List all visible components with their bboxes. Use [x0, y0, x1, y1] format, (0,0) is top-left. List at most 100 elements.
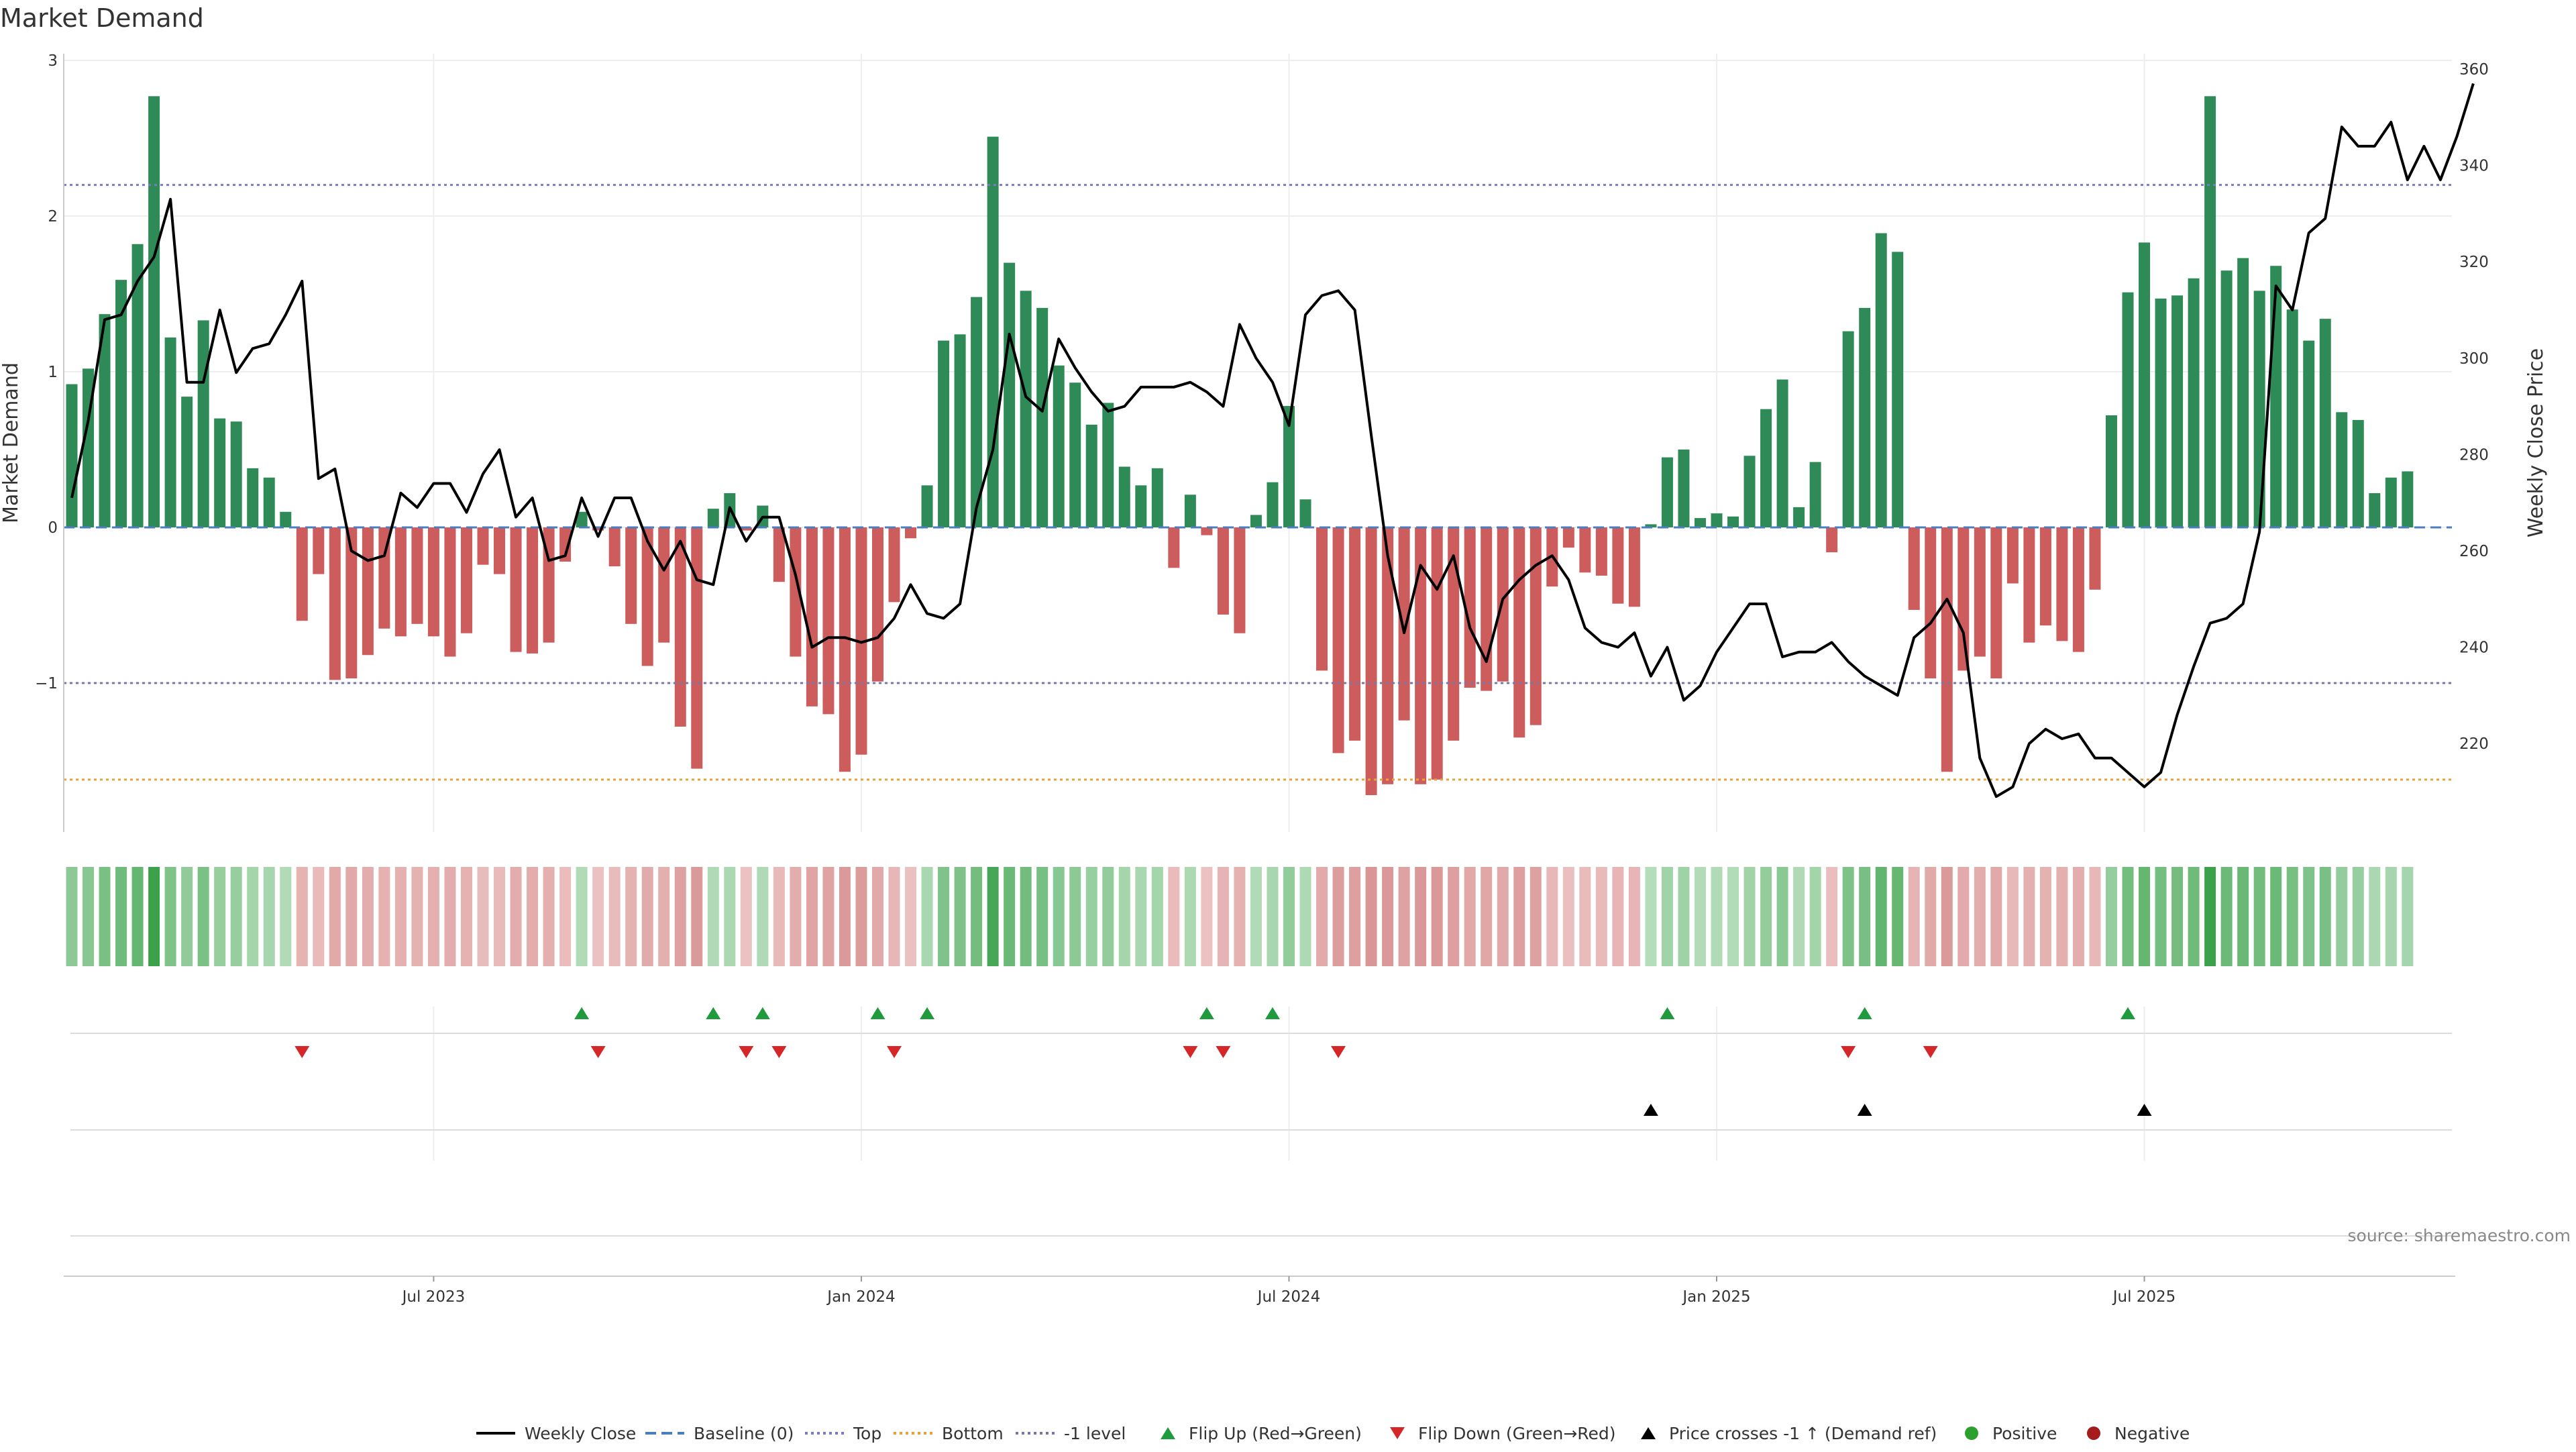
demand-bar [641, 527, 653, 666]
demand-bar [1793, 507, 1805, 527]
band-cell [527, 867, 539, 966]
band-cell [1826, 867, 1838, 966]
demand-bar [1431, 527, 1443, 780]
demand-bar [494, 527, 506, 574]
band-cell [1085, 867, 1097, 966]
band-cell [724, 867, 736, 966]
legend-label: Weekly Close [525, 1424, 636, 1443]
demand-bar [1826, 527, 1838, 553]
band-cell [2253, 867, 2265, 966]
left-tick-label: 2 [48, 208, 58, 225]
band-cell [1743, 867, 1756, 966]
band-cell [2270, 867, 2282, 966]
demand-bar [1481, 527, 1493, 691]
band-cell [938, 867, 950, 966]
x-axis: Jul 2023 Jan 2024 Jul 2024 Jan 2025 Jul 2025 [64, 1235, 2455, 1306]
band-cell [427, 867, 439, 966]
band-cell [394, 867, 407, 966]
legend-swatch-triangle-down [1390, 1427, 1405, 1439]
demand-bars [66, 96, 2414, 796]
band-cell [1102, 867, 1114, 966]
demand-bar [378, 527, 390, 629]
band-cell [1481, 867, 1493, 966]
demand-bar [181, 397, 193, 527]
band-cell [2385, 867, 2397, 966]
legend-swatch-dot [2087, 1427, 2100, 1440]
demand-bar [2385, 477, 2397, 527]
intensity-band [66, 867, 2414, 966]
demand-bar [1859, 307, 1871, 527]
demand-bar [131, 244, 144, 527]
band-cell [2204, 867, 2216, 966]
band-cell [592, 867, 604, 966]
band-cell [2188, 867, 2200, 966]
flip-up-marker [1199, 1007, 1214, 1019]
flip-down-marker [294, 1046, 310, 1058]
demand-bar [1448, 527, 1460, 741]
demand-bar [164, 337, 176, 527]
band-cell [313, 867, 325, 966]
demand-bar [1349, 527, 1361, 741]
demand-bar [592, 527, 604, 531]
demand-bar [1069, 382, 1081, 527]
band-cell [641, 867, 653, 966]
demand-bar [115, 280, 127, 527]
flip-up-marker [870, 1007, 885, 1019]
demand-bar [691, 527, 703, 769]
demand-bar [444, 527, 456, 657]
band-cell [1431, 867, 1443, 966]
demand-bar [2122, 292, 2134, 527]
band-cell [494, 867, 506, 966]
demand-bar [329, 527, 341, 680]
demand-bar [1711, 513, 1723, 527]
band-cell [2171, 867, 2184, 966]
legend-label: Negative [2114, 1424, 2190, 1443]
right-tick-label: 240 [2459, 639, 2489, 657]
price-cross-markers [70, 1104, 2452, 1131]
demand-bar [148, 96, 160, 528]
flip-down-marker [590, 1046, 606, 1058]
band-cell [1234, 867, 1246, 966]
band-cell [1809, 867, 1821, 966]
left-axis-title: Market Demand [0, 362, 23, 523]
band-cell [510, 867, 522, 966]
band-cell [987, 867, 999, 966]
legend-swatch-dot [1965, 1427, 1978, 1440]
demand-bar [1497, 527, 1509, 682]
demand-bar [2220, 270, 2233, 527]
demand-bar [1102, 403, 1114, 527]
chart-title: Market Demand [0, 3, 204, 33]
demand-bar [477, 527, 489, 565]
demand-bar [1184, 495, 1196, 527]
demand-bar [1316, 527, 1328, 671]
source-label: source: sharemaestro.com [2348, 1226, 2571, 1245]
band-cell [1118, 867, 1130, 966]
legend-label: -1 level [1064, 1424, 1126, 1443]
demand-bar [938, 340, 950, 527]
demand-bar [2303, 340, 2315, 527]
demand-bar [1217, 527, 1229, 615]
band-cell [625, 867, 637, 966]
demand-bar [1332, 527, 1344, 754]
band-cell [1760, 867, 1772, 966]
demand-bar [905, 527, 917, 539]
demand-bar [1612, 527, 1624, 604]
legend-label: Top [853, 1424, 881, 1443]
demand-bar [1628, 527, 1640, 607]
demand-bar [1957, 527, 1970, 671]
demand-bar [1004, 262, 1016, 527]
band-cell [263, 867, 275, 966]
band-cell [1579, 867, 1591, 966]
band-cell [83, 867, 95, 966]
band-cell [1645, 867, 1657, 966]
left-tick-label: 0 [48, 519, 58, 537]
demand-bar [2253, 291, 2265, 527]
band-cell [1299, 867, 1311, 966]
demand-bar [888, 527, 900, 603]
demand-bar [740, 527, 752, 531]
band-cell [1036, 867, 1049, 966]
band-cell [2006, 867, 2019, 966]
demand-bar [296, 527, 308, 621]
band-cell [2336, 867, 2348, 966]
